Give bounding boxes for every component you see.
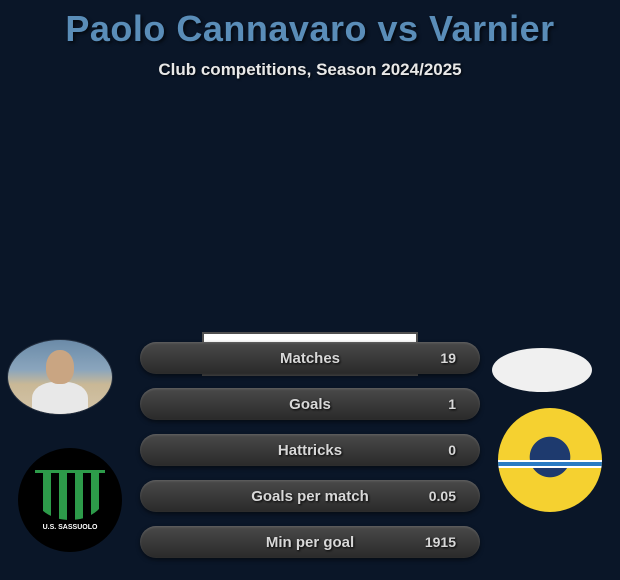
player1-club-label: U.S. SASSUOLO [43, 524, 98, 531]
player2-photo-placeholder [492, 348, 592, 392]
page-title: Paolo Cannavaro vs Varnier [0, 0, 620, 50]
player1-club-badge: U.S. SASSUOLO [18, 448, 122, 552]
stat-row-hattricks: Hattricks 0 [140, 434, 480, 466]
sassuolo-stripes-icon [35, 470, 105, 520]
stat-label: Hattricks [278, 442, 342, 459]
player1-body-shape [32, 382, 88, 414]
stat-label: Min per goal [266, 534, 354, 551]
comparison-content: U.S. SASSUOLO Matches 19 Goals 1 Hattric… [0, 332, 620, 414]
stat-row-min-per-goal: Min per goal 1915 [140, 526, 480, 558]
player1-photo [8, 340, 112, 414]
juve-stabia-stripe-icon [498, 460, 602, 468]
stat-row-goals-per-match: Goals per match 0.05 [140, 480, 480, 512]
stat-row-goals: Goals 1 [140, 388, 480, 420]
stat-value-right: 1 [448, 396, 456, 412]
stat-label: Goals [289, 396, 331, 413]
player1-head-shape [46, 350, 74, 384]
stats-list: Matches 19 Goals 1 Hattricks 0 Goals per… [140, 342, 480, 572]
stat-row-matches: Matches 19 [140, 342, 480, 374]
stat-value-right: 0 [448, 442, 456, 458]
stat-value-right: 1915 [425, 534, 456, 550]
stat-value-right: 19 [440, 350, 456, 366]
stat-label: Goals per match [251, 488, 369, 505]
stat-value-right: 0.05 [429, 488, 456, 504]
page-subtitle: Club competitions, Season 2024/2025 [0, 60, 620, 80]
stat-label: Matches [280, 350, 340, 367]
player2-club-badge [498, 408, 602, 512]
